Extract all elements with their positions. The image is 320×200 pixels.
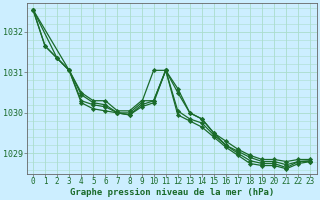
X-axis label: Graphe pression niveau de la mer (hPa): Graphe pression niveau de la mer (hPa) (70, 188, 274, 197)
